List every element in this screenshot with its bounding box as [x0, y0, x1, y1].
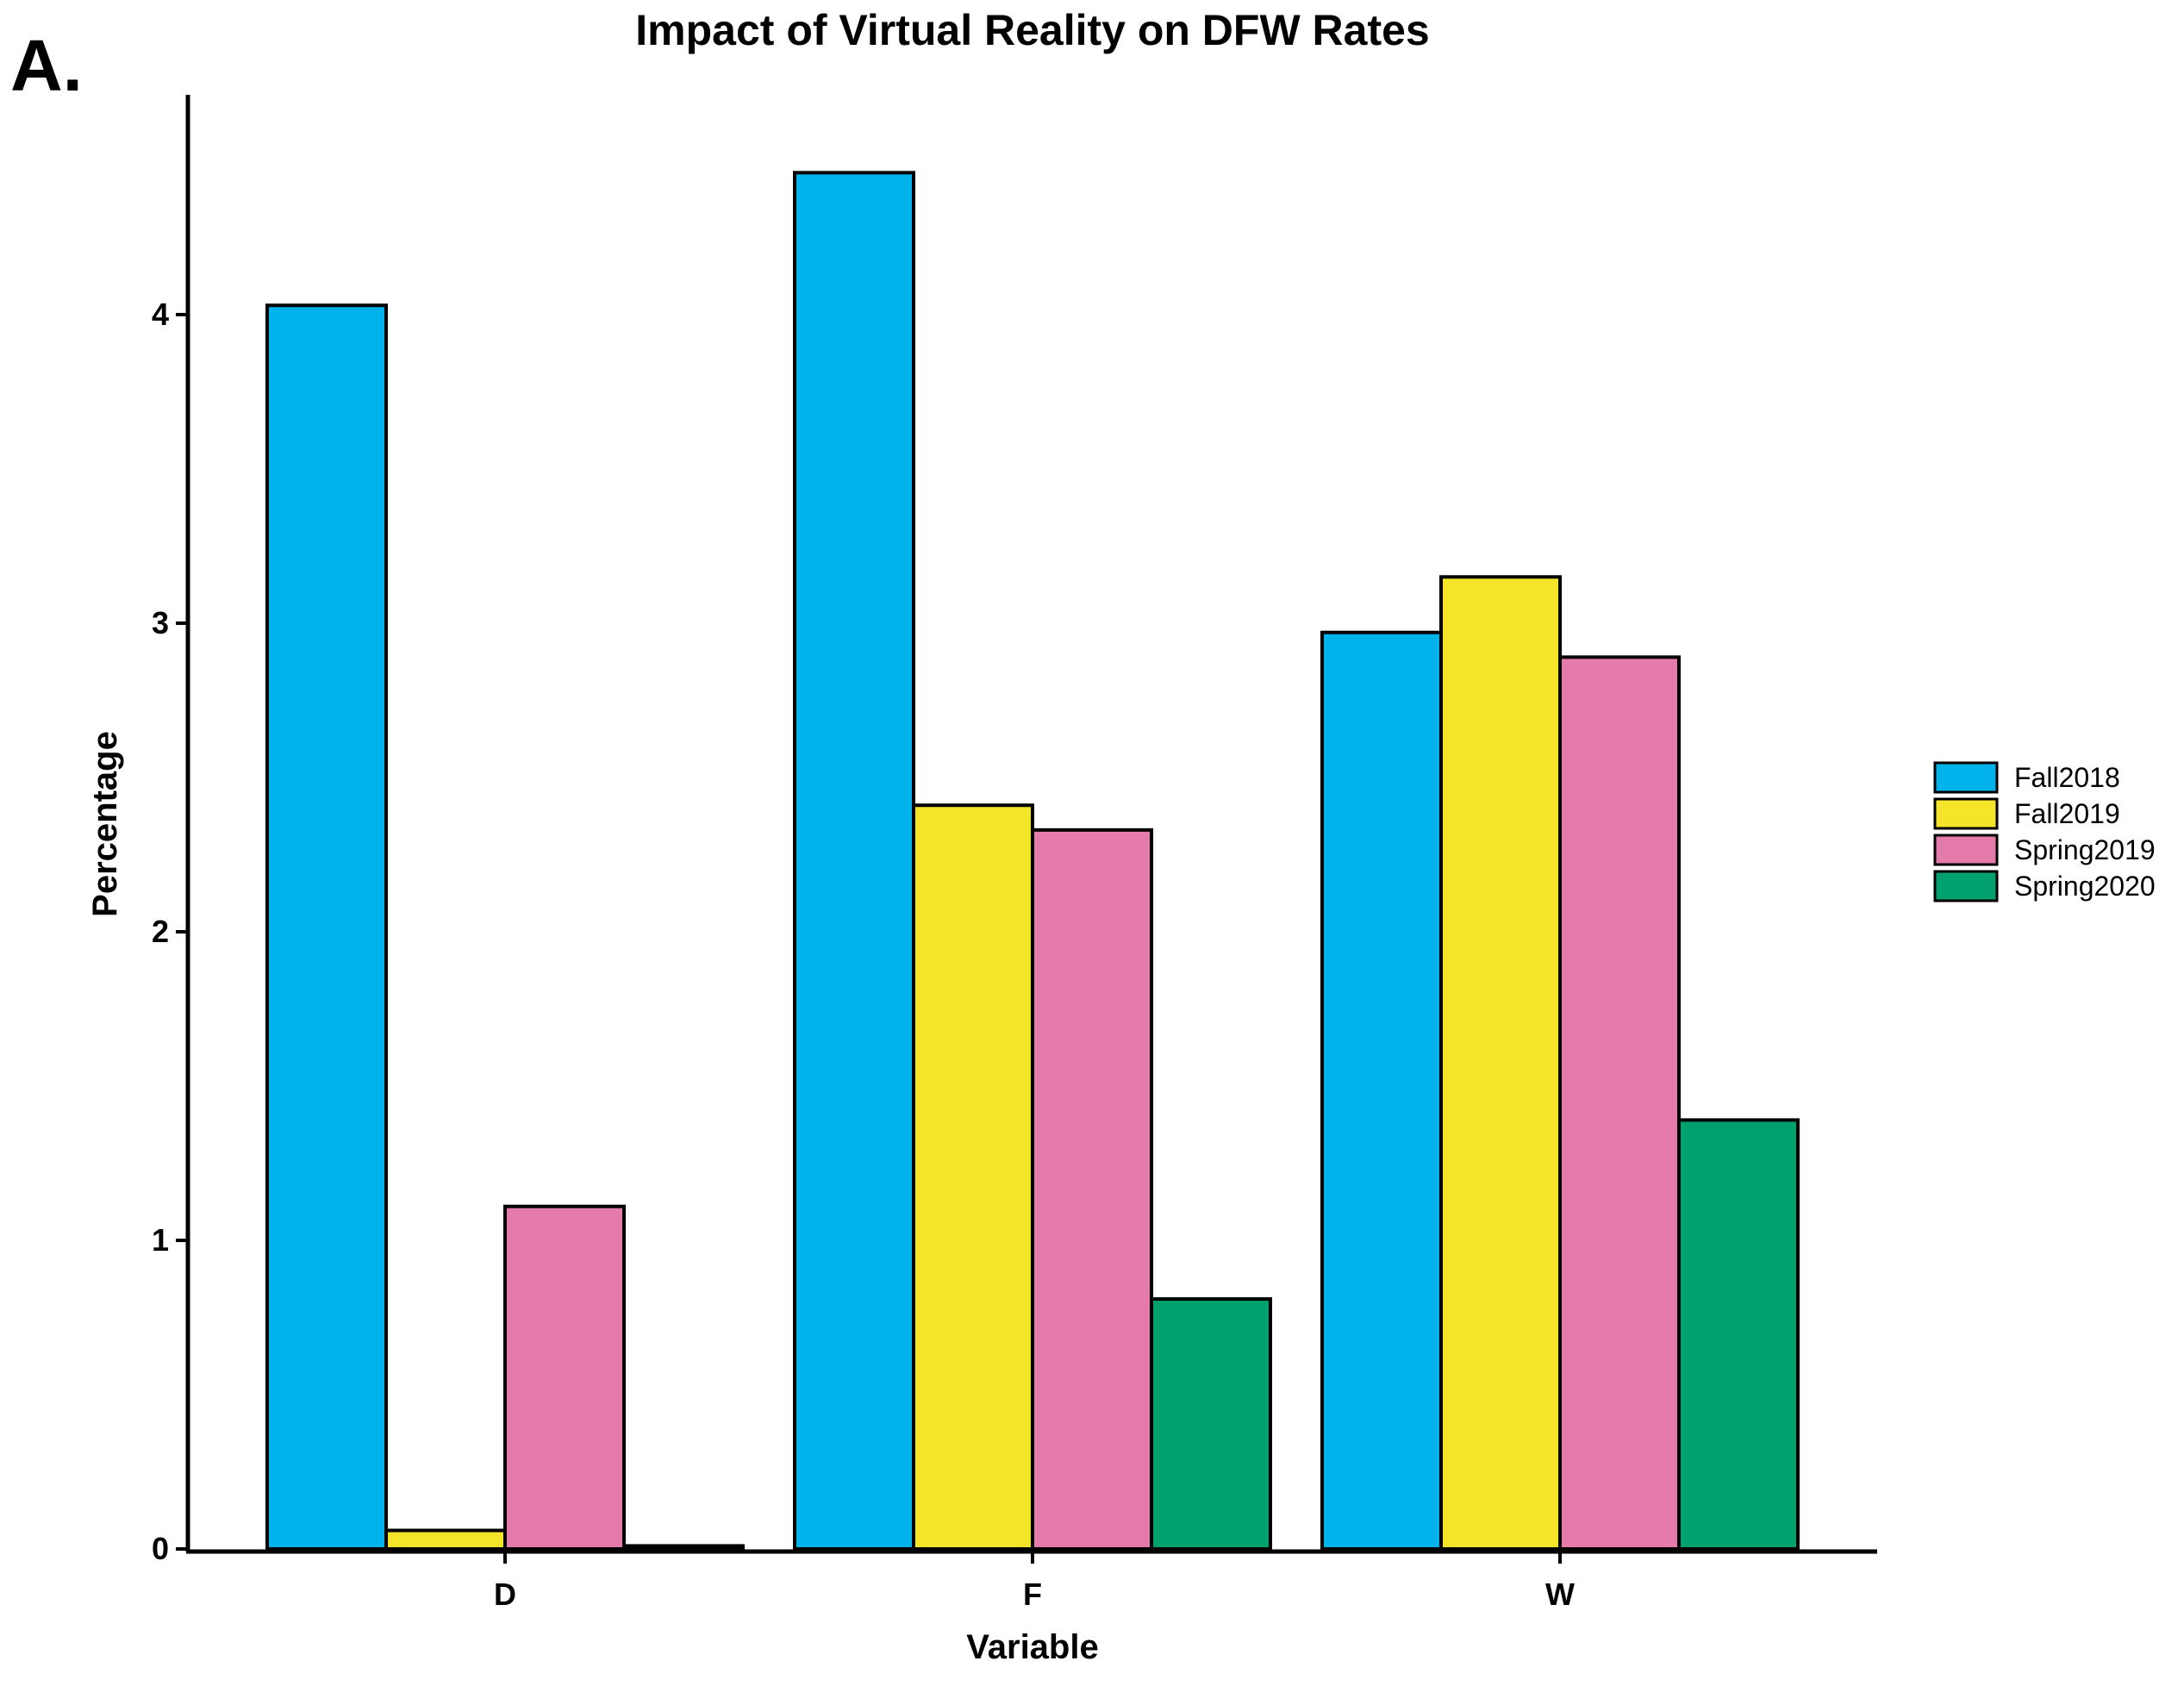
- legend: Fall2018 Fall2019 Spring2019 Spring2020: [1933, 761, 2156, 902]
- legend-key-Fall2019: [1933, 797, 1999, 830]
- legend-key-Fall2018: [1933, 761, 1999, 794]
- bar-F-Fall2019: [912, 803, 1034, 1551]
- legend-label-Fall2018: Fall2018: [2014, 762, 2120, 793]
- legend-key-Spring2019: [1933, 834, 1999, 866]
- bar-F-Spring2019: [1031, 827, 1153, 1551]
- bar-F-Fall2018: [793, 171, 915, 1552]
- bar-W-Fall2018: [1320, 630, 1443, 1551]
- y-tick-label: 1: [152, 1222, 169, 1258]
- legend-label-Spring2019: Spring2019: [2014, 834, 2156, 865]
- bar-F-Spring2020: [1150, 1297, 1272, 1552]
- y-ticks-group: 0 1 2 3 4: [152, 297, 188, 1566]
- y-tick-label: 3: [152, 605, 169, 640]
- bar-W-Fall2019: [1439, 575, 1562, 1551]
- x-axis-title: Variable: [966, 1628, 1098, 1666]
- bar-D-Fall2018: [265, 303, 388, 1551]
- bar-D-Fall2019: [384, 1528, 507, 1552]
- bar-W-Spring2020: [1677, 1118, 1800, 1551]
- chart-title: Impact of Virtual Reality on DFW Rates: [635, 6, 1429, 54]
- bar-W-Spring2019: [1558, 655, 1681, 1551]
- y-axis-title: Percentage: [86, 731, 124, 917]
- legend-label-Spring2020: Spring2020: [2014, 871, 2156, 902]
- y-tick-label: 0: [152, 1531, 169, 1566]
- x-tick-label: W: [1545, 1577, 1575, 1612]
- legend-label-Fall2019: Fall2019: [2014, 798, 2120, 829]
- y-tick-label: 4: [152, 297, 169, 332]
- bars-group: [265, 171, 1800, 1552]
- y-tick-label: 2: [152, 914, 169, 949]
- legend-key-Spring2020: [1933, 870, 1999, 902]
- x-tick-label: F: [1023, 1577, 1042, 1612]
- x-tick-label: D: [494, 1577, 516, 1612]
- panel-label: A.: [10, 25, 83, 106]
- bar-D-Spring2020: [622, 1544, 745, 1552]
- bar-D-Spring2019: [503, 1204, 626, 1551]
